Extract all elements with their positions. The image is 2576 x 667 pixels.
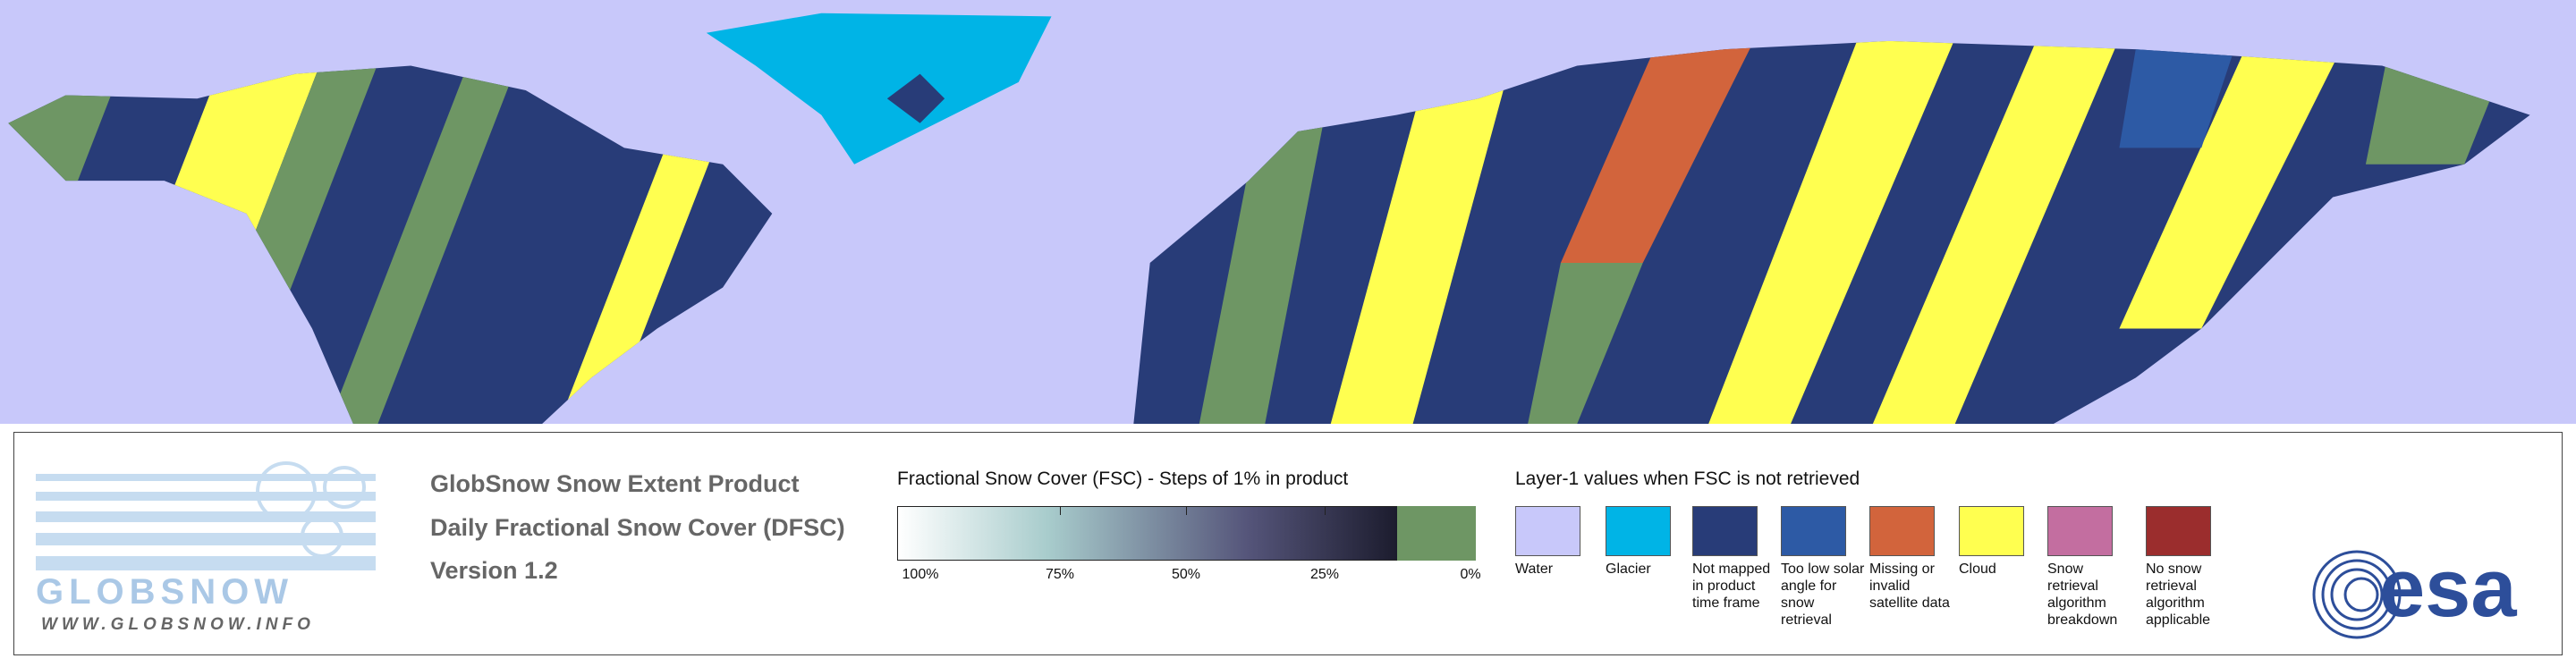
legend-label: Missing or invalid satellite data: [1869, 561, 1950, 611]
fsc-no-snow: [1397, 506, 1476, 561]
legend-swatch: [1692, 506, 1758, 556]
esa-emblem: [2312, 550, 2402, 639]
legend-swatch: [1959, 506, 2024, 556]
snow-map: [0, 0, 2576, 424]
fsc-tick-label: 25%: [1309, 567, 1340, 582]
legend-panel: [13, 432, 2563, 655]
fsc-tick: [1325, 506, 1326, 515]
layer1-title: Layer-1 values when FSC is not retrieved: [1515, 469, 1860, 489]
product-version: Version 1.2: [430, 557, 558, 584]
fsc-tick-label: 100%: [902, 567, 939, 582]
legend-swatch: [1606, 506, 1671, 556]
logo-name: GLOBSNOW: [36, 572, 293, 612]
esa-logo: esa: [2379, 543, 2517, 634]
legend-swatch: [1515, 506, 1580, 556]
legend-swatch: [2146, 506, 2211, 556]
fsc-tick-label: 0%: [1460, 567, 1481, 582]
product-title: GlobSnow Snow Extent Product: [430, 470, 800, 497]
fsc-title: Fractional Snow Cover (FSC) - Steps of 1…: [897, 469, 1349, 489]
legend-label: Snow retrieval algorithm breakdown: [2047, 561, 2118, 628]
legend-label: Glacier: [1606, 561, 1651, 577]
legend-label: Too low solar angle for snow retrieval: [1781, 561, 1865, 628]
fsc-tick: [1060, 506, 1061, 515]
legend-label: Water: [1515, 561, 1554, 577]
logo-url: WWW.GLOBSNOW.INFO: [41, 615, 315, 634]
globsnow-logo: [36, 461, 376, 570]
product-subtitle: Daily Fractional Snow Cover (DFSC): [430, 514, 845, 541]
legend-label: No snow retrieval algorithm applicable: [2146, 561, 2211, 628]
legend-swatch: [1869, 506, 1935, 556]
fsc-tick-label: 75%: [1045, 567, 1075, 582]
fsc-tick: [1186, 506, 1187, 515]
legend-label: Not mapped in product time frame: [1692, 561, 1771, 611]
legend-swatch: [2047, 506, 2113, 556]
fsc-tick-label: 50%: [1171, 567, 1201, 582]
fsc-colorbar: [897, 506, 1398, 561]
legend-swatch: [1781, 506, 1846, 556]
legend-label: Cloud: [1959, 561, 1996, 577]
